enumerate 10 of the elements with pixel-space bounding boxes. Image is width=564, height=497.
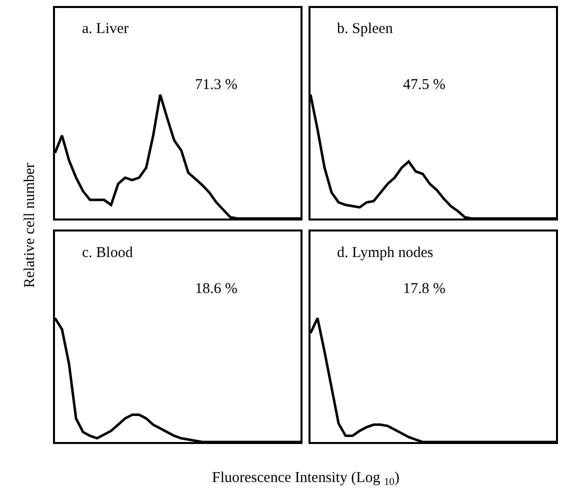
y-axis-title: Relative cell number [22, 162, 38, 288]
text: 17.8 % [403, 281, 446, 297]
chart-title: b. Spleen [337, 21, 394, 37]
chart-title: a. Liver [82, 21, 129, 37]
chart-title: d. Lymph nodes [337, 245, 434, 261]
chart-title: c. Blood [82, 245, 134, 261]
x-axis-title: Fluorescence Intensity (Log $_{10}$) [212, 470, 400, 488]
text: 47.5 % [403, 77, 446, 93]
text: 71.3 % [195, 77, 238, 93]
text: 18.6 % [195, 281, 238, 297]
